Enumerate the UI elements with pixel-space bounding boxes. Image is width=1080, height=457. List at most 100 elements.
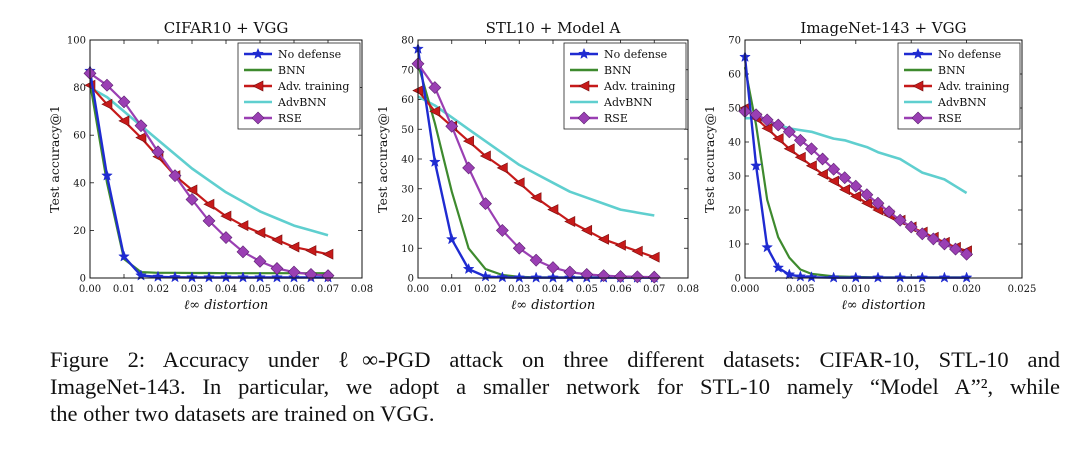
point-no-defense [761, 241, 774, 253]
legend-marker [912, 47, 924, 59]
point-adv-training [648, 251, 660, 263]
caption-line-3: the other two datasets are trained on VG… [50, 401, 435, 426]
point-rse [647, 270, 661, 284]
x-tick-label: 0.020 [952, 284, 981, 295]
x-tick-label: 0.01 [113, 284, 135, 295]
point-rse [100, 78, 114, 92]
legend-marker [578, 80, 590, 92]
legend-entry-no-defense: No defense [570, 47, 667, 61]
y-tick-label: 30 [401, 184, 414, 195]
legend-entry-bnn: BNN [570, 64, 632, 77]
point-rse [428, 81, 442, 95]
point-rse [151, 145, 165, 159]
series-rse [738, 104, 974, 261]
y-axis-label: Test accuracy@1 [702, 105, 717, 213]
point-rse [546, 261, 560, 275]
point-no-defense [220, 271, 232, 283]
point-no-defense [547, 271, 559, 283]
point-adv-training [783, 143, 795, 155]
point-no-defense [169, 271, 181, 283]
point-rse [462, 161, 476, 175]
y-tick-label: 10 [728, 240, 741, 251]
point-adv-training [220, 210, 232, 222]
y-tick-label: 60 [73, 131, 86, 142]
y-tick-label: 60 [728, 70, 741, 81]
x-tick-label: 0.015 [897, 284, 926, 295]
legend-label: AdvBNN [603, 96, 653, 109]
point-rse [915, 227, 929, 241]
point-no-defense [872, 271, 884, 283]
legend-label: BNN [938, 64, 966, 77]
x-tick-label: 0.04 [542, 284, 564, 295]
legend-label: Adv. training [277, 80, 349, 93]
point-adv-training [816, 168, 828, 180]
y-tick-label: 70 [401, 65, 414, 76]
x-axis-label: ℓ∞ distortion [511, 298, 595, 313]
point-rse [893, 213, 907, 227]
y-tick-label: 80 [401, 36, 414, 47]
point-no-defense [849, 271, 862, 283]
y-tick-label: 0 [408, 274, 414, 285]
x-tick-label: 0.03 [508, 284, 530, 295]
point-rse [630, 270, 644, 284]
point-rse [960, 247, 974, 261]
point-adv-training [496, 162, 508, 174]
point-adv-training [322, 248, 334, 260]
point-adv-training [429, 105, 441, 117]
y-tick-label: 0 [735, 274, 741, 285]
y-tick-label: 20 [73, 226, 86, 237]
point-adv-training [597, 233, 609, 245]
y-tick-label: 30 [728, 172, 741, 183]
point-rse [270, 262, 284, 275]
point-rse [529, 253, 543, 267]
x-tick-label: 0.05 [576, 284, 598, 295]
point-rse [760, 113, 774, 127]
legend: No defense BNN Adv. training AdvBNN RSE [563, 42, 687, 130]
series-adv-training [412, 85, 660, 263]
point-adv-training [772, 133, 784, 145]
series-rse [411, 57, 661, 284]
point-adv-training [101, 98, 113, 110]
y-tick-label: 100 [67, 36, 86, 47]
point-rse [904, 220, 918, 234]
point-rse [321, 269, 335, 283]
legend-entry-bnn: BNN [244, 64, 306, 77]
point-no-defense [894, 271, 907, 283]
point-adv-training [186, 184, 198, 196]
point-adv-training [513, 177, 525, 189]
point-no-defense [805, 271, 818, 283]
legend-label: BNN [604, 64, 632, 77]
point-adv-training [288, 241, 300, 253]
legend-entry-bnn: BNN [904, 64, 966, 77]
y-tick-label: 40 [401, 155, 414, 166]
point-no-defense [938, 271, 951, 283]
point-rse [253, 254, 267, 268]
legend-entry-advbnn: AdvBNN [244, 96, 327, 109]
legend-entry-adv-training: Adv. training [904, 80, 1009, 93]
legend-label: RSE [604, 112, 628, 125]
point-rse [445, 119, 459, 133]
legend-entry-rse: RSE [244, 111, 302, 125]
point-adv-training [631, 245, 643, 257]
chart-title: ImageNet-143 + VGG [800, 19, 966, 37]
legend-label: RSE [278, 112, 302, 125]
point-rse [849, 179, 863, 193]
caption-line-1: Figure 2: Accuracy under ℓ∞-PGD attack o… [50, 347, 1060, 372]
y-tick-label: 20 [401, 214, 414, 225]
point-no-defense [827, 271, 840, 283]
point-no-defense [916, 271, 929, 283]
legend-label: No defense [278, 48, 341, 61]
legend-label: Adv. training [603, 80, 675, 93]
point-no-defense [203, 271, 215, 283]
legend-marker [911, 111, 925, 125]
series-advbnn [417, 95, 655, 217]
series-line-advbnn [417, 95, 655, 217]
point-no-defense [783, 268, 796, 280]
series-advbnn [89, 86, 329, 237]
point-rse [597, 269, 611, 283]
point-rse [134, 119, 148, 133]
series-line-advbnn [89, 86, 329, 237]
point-adv-training [479, 150, 491, 162]
x-axis-label: ℓ∞ distortion [184, 298, 268, 313]
point-adv-training [564, 215, 576, 227]
